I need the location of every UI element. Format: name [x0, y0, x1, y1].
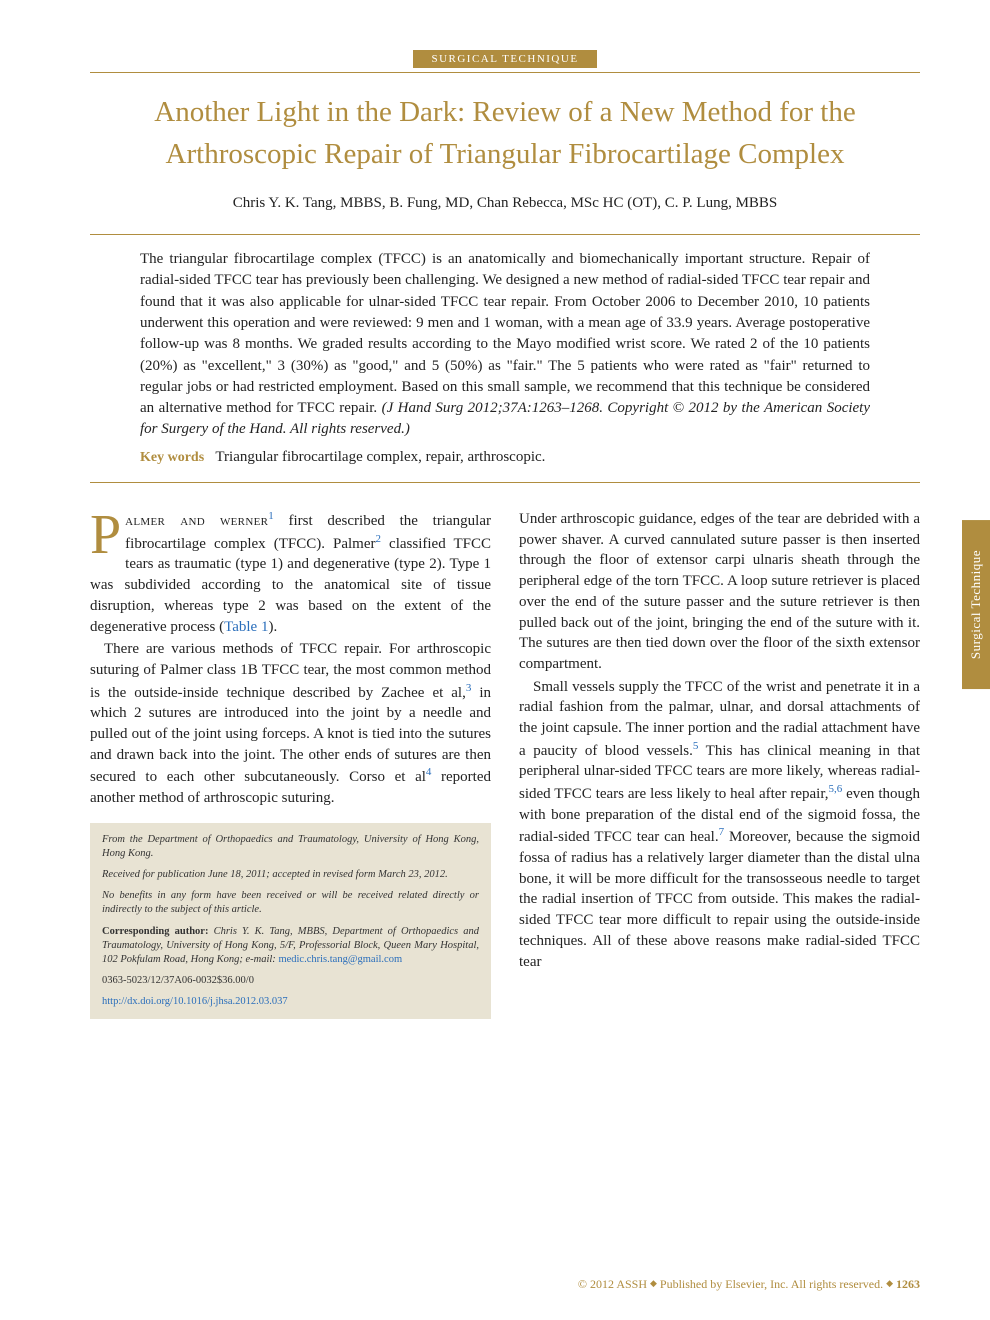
footnote-coi: No benefits in any form have been receiv…: [102, 889, 479, 917]
abstract-text: The triangular fibrocartilage complex (T…: [140, 251, 870, 416]
footnote-corresponding: Corresponding author: Chris Y. K. Tang, …: [102, 925, 479, 968]
body-paragraph: Under arthroscopic guidance, edges of th…: [519, 509, 920, 675]
body-text: Moreover, because the sigmoid fossa of r…: [519, 829, 920, 969]
page-footer: © 2012 ASSH ◆ Published by Elsevier, Inc…: [578, 1277, 920, 1292]
right-column: Under arthroscopic guidance, edges of th…: [519, 509, 920, 1019]
dropcap: P: [90, 509, 125, 557]
body-text: There are various methods of TFCC repair…: [90, 641, 491, 700]
body-paragraph: There are various methods of TFCC repair…: [90, 639, 491, 809]
keywords-label: Key words: [140, 450, 204, 465]
body-text: ).: [268, 619, 277, 635]
section-badge: SURGICAL TECHNIQUE: [413, 50, 596, 68]
footnote-received: Received for publication June 18, 2011; …: [102, 868, 479, 882]
diamond-icon: ◆: [650, 1278, 657, 1288]
citation-ref[interactable]: 5,6: [828, 783, 842, 795]
corresponding-label: Corresponding author:: [102, 926, 208, 937]
body-paragraph: Small vessels supply the TFCC of the wri…: [519, 677, 920, 973]
diamond-icon: ◆: [886, 1278, 893, 1288]
body-columns: Palmer and werner1 first described the t…: [90, 509, 920, 1019]
article-title: Another Light in the Dark: Review of a N…: [90, 91, 920, 175]
page-number: 1263: [896, 1277, 920, 1291]
footnote-affiliation: From the Department of Orthopaedics and …: [102, 833, 479, 861]
left-column: Palmer and werner1 first described the t…: [90, 509, 491, 1019]
smallcaps-lead: almer and werner: [125, 513, 268, 529]
keywords-line: Key words Triangular fibrocartilage comp…: [140, 447, 870, 468]
footer-publisher: Published by Elsevier, Inc. All rights r…: [657, 1277, 886, 1291]
corresponding-email[interactable]: medic.chris.tang@gmail.com: [278, 954, 402, 965]
footnotes-block: From the Department of Orthopaedics and …: [90, 823, 491, 1020]
body-paragraph: Palmer and werner1 first described the t…: [90, 509, 491, 637]
badge-rule: [90, 72, 920, 73]
abstract-block: The triangular fibrocartilage complex (T…: [90, 234, 920, 483]
footnote-issn: 0363-5023/12/37A06-0032$36.00/0: [102, 974, 479, 988]
footer-copyright: © 2012 ASSH: [578, 1277, 650, 1291]
keywords-value: Triangular fibrocartilage complex, repai…: [215, 449, 545, 465]
author-list: Chris Y. K. Tang, MBBS, B. Fung, MD, Cha…: [90, 195, 920, 212]
footnote-doi[interactable]: http://dx.doi.org/10.1016/j.jhsa.2012.03…: [102, 995, 479, 1009]
side-tab: Surgical Technique: [962, 520, 990, 689]
table-link[interactable]: Table 1: [224, 619, 268, 635]
